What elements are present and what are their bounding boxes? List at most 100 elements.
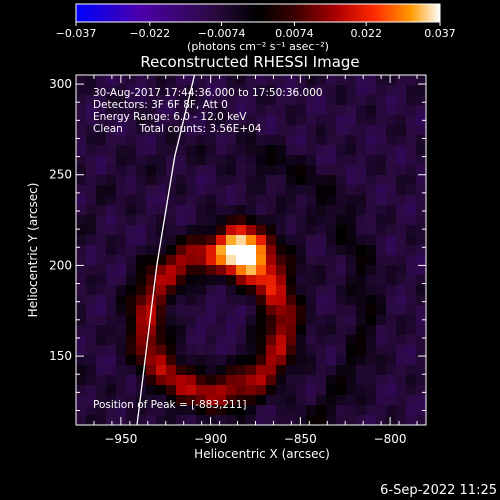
heatmap-cell (176, 75, 187, 86)
heatmap-cell (146, 75, 157, 86)
heatmap-cell (366, 375, 377, 386)
heatmap-cell (146, 105, 157, 116)
heatmap-cell (186, 415, 197, 425)
heatmap-cell (136, 215, 147, 226)
heatmap-cell (266, 285, 277, 296)
heatmap-cell (166, 155, 177, 166)
heatmap-cell (336, 315, 347, 326)
heatmap-cell (266, 395, 277, 406)
heatmap-cell (306, 275, 317, 286)
heatmap-cell (376, 345, 387, 356)
heatmap-cell (186, 345, 197, 356)
heatmap-cell (126, 75, 137, 86)
heatmap-cell (226, 95, 237, 106)
heatmap-cell (96, 365, 107, 376)
heatmap-cell (346, 265, 357, 276)
heatmap-cell (176, 205, 187, 216)
heatmap-cell (346, 365, 357, 376)
heatmap-cell (156, 325, 167, 336)
colorbar-ticks: −0.037 −0.022 −0.0074 0.0074 0.022 0.037 (56, 22, 456, 40)
heatmap-cell (246, 355, 257, 366)
heatmap-cell (176, 405, 187, 416)
heatmap-cell (76, 365, 87, 376)
heatmap-cell (166, 295, 177, 306)
heatmap-cell (226, 75, 237, 86)
heatmap-cell (186, 195, 197, 206)
heatmap-cell (206, 125, 217, 136)
heatmap-cell (136, 255, 147, 266)
heatmap-cell (196, 385, 207, 396)
heatmap-cell (296, 255, 307, 266)
heatmap-cell (76, 135, 87, 146)
heatmap-cell (136, 205, 147, 216)
heatmap-cell (336, 225, 347, 236)
heatmap-cell (346, 95, 357, 106)
heatmap-cell (276, 405, 287, 416)
heatmap-cell (156, 125, 167, 136)
heatmap-cell (366, 365, 377, 376)
heatmap-cell (276, 155, 287, 166)
heatmap-cell (156, 105, 167, 116)
heatmap-cell (106, 105, 117, 116)
heatmap-cell (266, 75, 277, 86)
heatmap-cell (286, 125, 297, 136)
heatmap-cell (126, 175, 137, 186)
heatmap-cell (386, 365, 397, 376)
heatmap-cell (116, 205, 127, 216)
heatmap-cell (246, 75, 257, 86)
heatmap-cell (246, 315, 257, 326)
heatmap-cell (136, 345, 147, 356)
heatmap-cell (196, 255, 207, 266)
heatmap-cell (176, 315, 187, 326)
heatmap-cell (106, 285, 117, 296)
heatmap-cell (416, 395, 426, 406)
heatmap-cell (316, 235, 327, 246)
heatmap-cell (406, 115, 417, 126)
heatmap-cell (406, 415, 417, 425)
heatmap-cell (86, 375, 97, 386)
heatmap-cell (236, 85, 247, 96)
heatmap-cell (286, 295, 297, 306)
heatmap-cell (326, 305, 337, 316)
heatmap-cell (206, 395, 217, 406)
heatmap-cell (356, 315, 367, 326)
heatmap-cell (416, 115, 426, 126)
heatmap-cell (136, 305, 147, 316)
heatmap-cell (116, 335, 127, 346)
heatmap-cell (396, 315, 407, 326)
heatmap-cell (176, 145, 187, 156)
x-tick-label: −800 (374, 432, 407, 446)
heatmap-cell (96, 75, 107, 86)
heatmap-cell (96, 165, 107, 176)
heatmap-cell (246, 415, 257, 425)
heatmap-cell (276, 75, 287, 86)
heatmap-cell (306, 95, 317, 106)
x-axis-label: Heliocentric X (arcsec) (194, 447, 330, 461)
heatmap-cell (166, 245, 177, 256)
heatmap-cell (236, 205, 247, 216)
heatmap-cell (106, 145, 117, 156)
heatmap-cell (166, 305, 177, 316)
heatmap-cell (136, 85, 147, 96)
heatmap-cell (316, 305, 327, 316)
heatmap-cell (196, 345, 207, 356)
heatmap-cell (326, 95, 337, 106)
heatmap-cell (206, 225, 217, 236)
heatmap-cell (336, 275, 347, 286)
heatmap-cell (196, 125, 207, 136)
heatmap-cell (406, 165, 417, 176)
heatmap-cell (326, 355, 337, 366)
heatmap-cell (366, 315, 377, 326)
heatmap-cell (276, 255, 287, 266)
heatmap-cell (376, 155, 387, 166)
heatmap-cell (236, 225, 247, 236)
heatmap-cell (316, 225, 327, 236)
heatmap-cell (196, 185, 207, 196)
heatmap-cell (266, 165, 277, 176)
heatmap-cell (226, 275, 237, 286)
heatmap-cell (366, 355, 377, 366)
heatmap-cell (376, 275, 387, 286)
heatmap-cell (216, 365, 227, 376)
heatmap-cell (86, 405, 97, 416)
heatmap-cell (316, 385, 327, 396)
